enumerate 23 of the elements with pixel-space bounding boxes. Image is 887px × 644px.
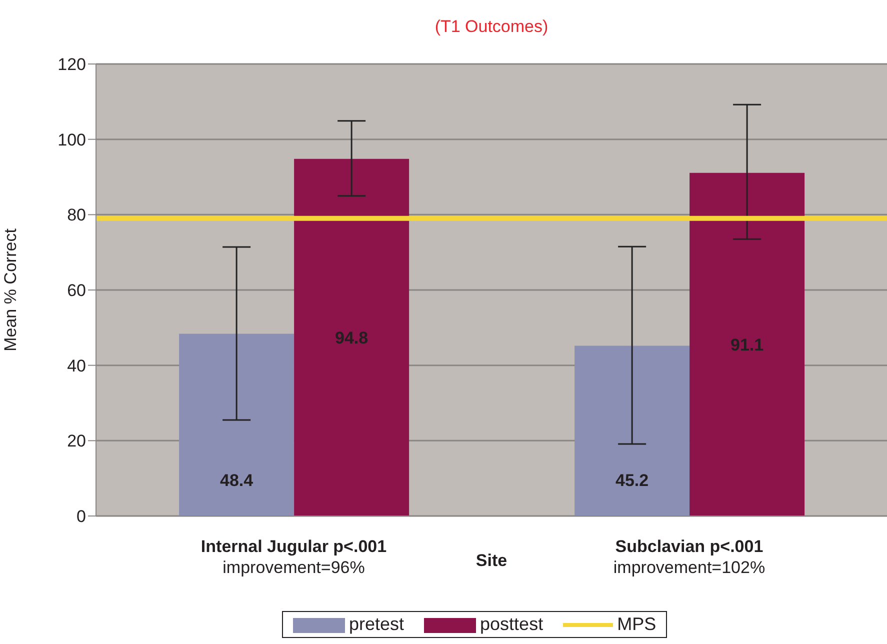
- data-label: 94.8: [335, 328, 368, 348]
- bar: [574, 346, 690, 516]
- y-tick-label: 120: [58, 55, 86, 74]
- y-tick-label: 60: [67, 281, 86, 300]
- bar: [179, 334, 294, 516]
- bar: [690, 172, 805, 516]
- legend-label: MPS: [616, 614, 656, 634]
- data-label: 48.4: [220, 471, 254, 490]
- y-tick-label: 100: [58, 130, 86, 150]
- legend-label: posttest: [479, 614, 544, 634]
- x-axis-title: Site: [476, 551, 508, 570]
- data-label: 45.2: [616, 471, 649, 490]
- legend-label: pretest: [348, 614, 404, 634]
- y-axis-title: Mean % Correct: [1, 228, 20, 352]
- y-tick-label: 80: [67, 206, 86, 225]
- data-label: 91.1: [730, 335, 764, 354]
- chart-title: (T1 Outcomes): [434, 17, 550, 37]
- y-tick-label: 20: [67, 432, 86, 451]
- y-tick-label: 40: [67, 356, 86, 376]
- bar: [294, 158, 410, 516]
- x-tick-label: Internal Jugular p<.001 improvement=96%: [200, 537, 387, 577]
- x-tick-label: Subclavian p<.001 improvement=102%: [613, 537, 766, 577]
- y-tick-label: 0: [76, 507, 86, 526]
